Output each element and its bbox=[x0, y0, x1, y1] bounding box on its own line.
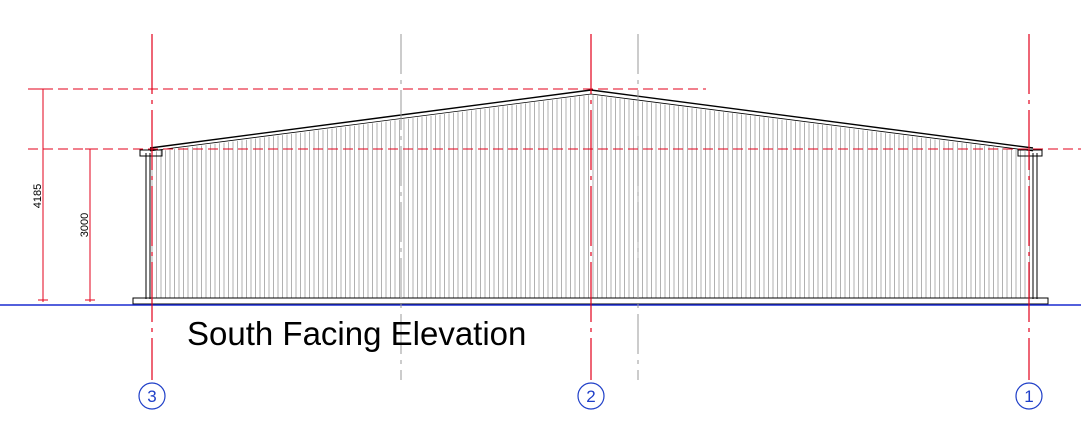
grid-bubble-circle bbox=[1015, 382, 1043, 410]
grid-bubble-circle bbox=[138, 382, 166, 410]
grid-bubble-label: 3 bbox=[147, 387, 156, 406]
wall-cladding bbox=[151, 95, 1030, 298]
gridlines bbox=[151, 34, 1030, 380]
left-eaves-gutter bbox=[139, 149, 163, 157]
grid-bubble-label: 2 bbox=[586, 387, 595, 406]
eaves-height-label: 3000 bbox=[79, 213, 91, 237]
dimension-lines bbox=[38, 88, 95, 302]
level-lines bbox=[28, 88, 1081, 150]
grid-bubble-1: 1 bbox=[1015, 382, 1043, 410]
grid-bubble-2: 2 bbox=[577, 382, 605, 410]
grid-bubble-label: 1 bbox=[1024, 387, 1033, 406]
elevation-title: South Facing Elevation bbox=[187, 315, 526, 352]
grid-bubble-3: 3 bbox=[138, 382, 166, 410]
centre-lines bbox=[400, 34, 639, 380]
ridge-height-label: 4185 bbox=[32, 184, 44, 208]
right-eaves-gutter bbox=[1017, 149, 1043, 157]
grid-bubble-circle bbox=[577, 382, 605, 410]
